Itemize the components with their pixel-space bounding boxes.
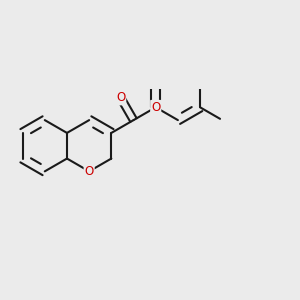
Text: O: O (116, 92, 125, 104)
Text: O: O (85, 165, 94, 178)
Text: O: O (151, 101, 160, 114)
